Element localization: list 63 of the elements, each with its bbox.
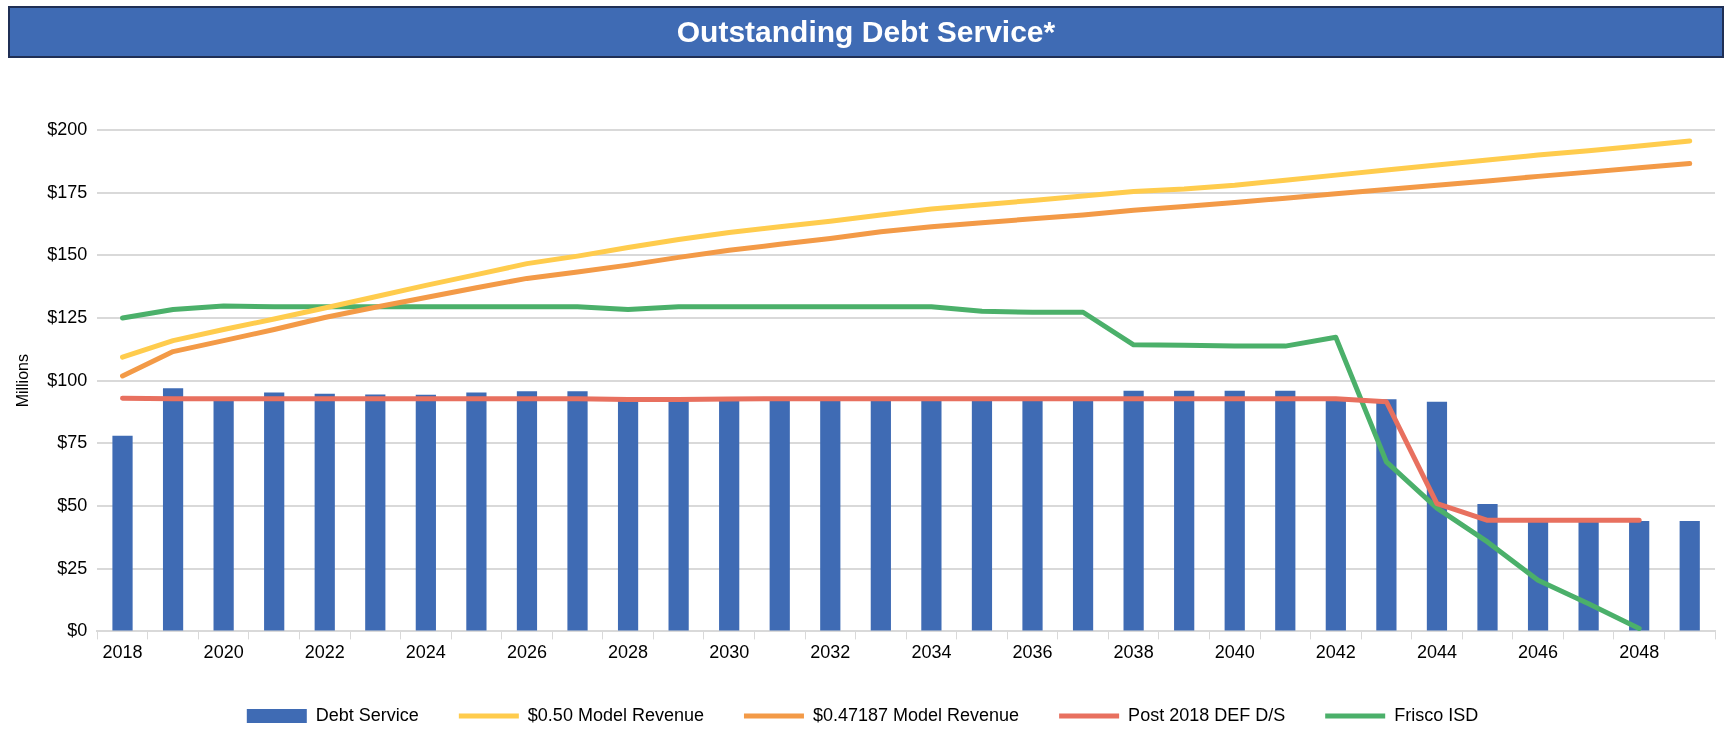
bar: [264, 392, 285, 631]
legend-label: Post 2018 DEF D/S: [1128, 704, 1286, 725]
y-tick-label: $175: [47, 181, 88, 202]
x-tick-label: 2038: [1113, 642, 1154, 663]
y-axis-title: Millions: [14, 354, 32, 408]
x-tick-label: 2020: [203, 642, 244, 663]
x-tick-label: 2032: [810, 642, 851, 663]
bar: [365, 394, 386, 631]
x-tick-label: 2040: [1214, 642, 1255, 663]
bar: [466, 392, 487, 631]
y-tick-label: $25: [57, 557, 88, 578]
bar: [617, 399, 639, 631]
y-tick-label: $50: [57, 495, 88, 516]
chart-title: Outstanding Debt Service*: [8, 6, 1724, 58]
x-tick-label: 2044: [1416, 642, 1457, 663]
bar: [415, 394, 436, 631]
bar: [1325, 398, 1346, 631]
bar: [213, 398, 234, 631]
x-tick-label: 2042: [1315, 642, 1356, 663]
x-tick-label: 2018: [102, 642, 143, 663]
x-tick-label: 2024: [405, 642, 446, 663]
bar: [1224, 390, 1245, 631]
x-tick-label: 2026: [506, 642, 547, 663]
bar: [769, 398, 790, 631]
x-tick-label: 2034: [911, 642, 952, 663]
bar: [1072, 398, 1094, 631]
y-tick-label: $150: [47, 244, 88, 265]
legend-label: $0.50 Model Revenue: [527, 704, 704, 725]
x-tick-label: 2022: [304, 642, 345, 663]
bar: [1376, 399, 1397, 631]
x-tick-label: 2030: [709, 642, 750, 663]
legend-label: Debt Service: [315, 704, 419, 725]
y-tick-label: $125: [47, 306, 88, 327]
bar: [1629, 521, 1650, 631]
bar: [921, 398, 942, 631]
bar: [1578, 521, 1599, 631]
bar: [1275, 390, 1296, 631]
y-tick-label: $200: [47, 118, 88, 139]
bar: [1174, 390, 1195, 631]
x-tick-label: 2046: [1518, 642, 1559, 663]
bar: [719, 398, 740, 631]
bar: [820, 398, 841, 631]
bar: [112, 435, 133, 631]
legend-label: Frisco ISD: [1394, 704, 1479, 725]
bar: [1527, 521, 1549, 631]
bar: [1123, 390, 1144, 631]
x-tick-label: 2036: [1012, 642, 1053, 663]
y-tick-label: $0: [67, 620, 88, 641]
bar: [668, 399, 689, 631]
bar: [567, 391, 588, 631]
bar: [870, 398, 891, 631]
legend-label: $0.47187 Model Revenue: [812, 704, 1020, 725]
bar: [162, 388, 184, 631]
bar: [1426, 401, 1448, 631]
y-tick-label: $100: [47, 369, 88, 390]
x-tick-label: 2048: [1619, 642, 1660, 663]
bar: [1679, 521, 1700, 631]
x-tick-label: 2028: [608, 642, 649, 663]
bar: [314, 393, 335, 631]
bar: [1022, 398, 1043, 631]
bar: [971, 398, 993, 631]
y-tick-label: $75: [57, 432, 88, 453]
bar: [516, 391, 538, 631]
